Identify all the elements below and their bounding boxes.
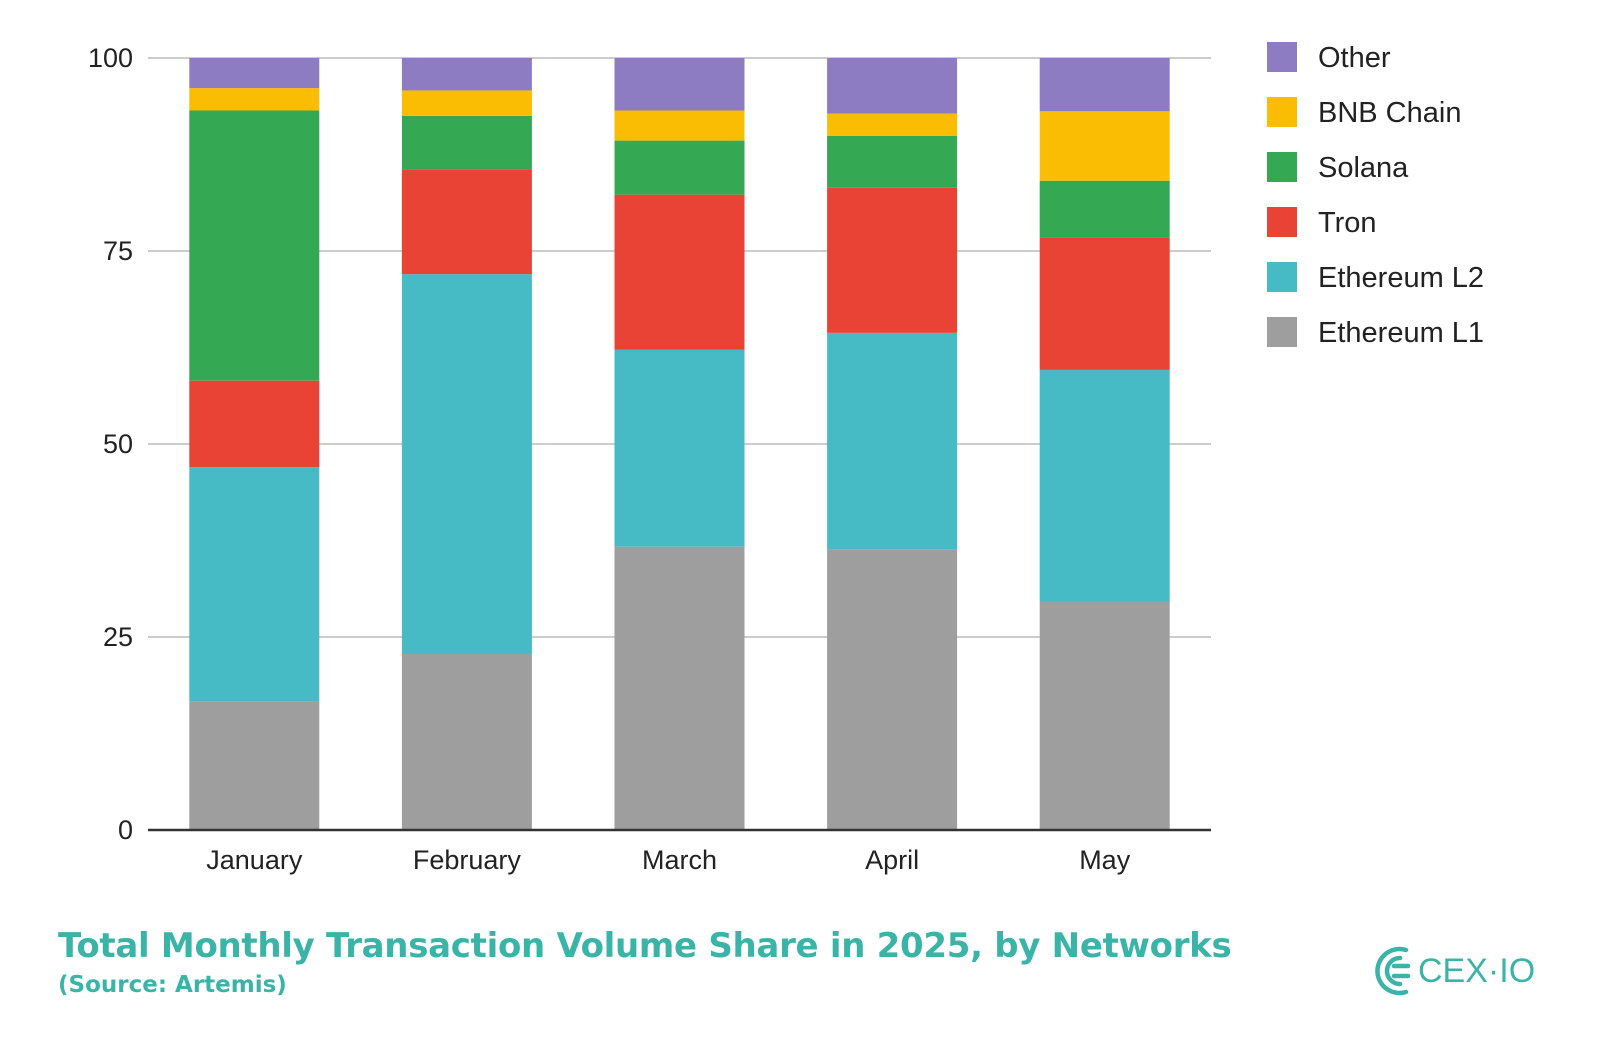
legend-label: Other — [1318, 42, 1391, 74]
bar-segment-other — [1039, 58, 1170, 112]
bar-segment-solana — [189, 110, 320, 381]
bar-segment-tron — [614, 194, 745, 350]
x-tick-label: May — [1079, 845, 1131, 875]
bar-segment-ethereum-l2 — [1039, 369, 1170, 602]
bar-segment-ethereum-l1 — [189, 701, 320, 830]
bar-segment-ethereum-l1 — [614, 546, 745, 830]
stacked-bar-chart: 0 25 50 75 100 January February March April May O… — [88, 42, 1484, 875]
legend-label: Tron — [1318, 207, 1377, 239]
legend-label: Ethereum L2 — [1318, 262, 1484, 294]
bar-segment-bnb-chain — [189, 88, 320, 111]
legend-swatch — [1267, 317, 1297, 347]
legend-label: Solana — [1318, 152, 1409, 184]
bar-segment-other — [189, 58, 320, 89]
bar-segment-ethereum-l1 — [401, 653, 532, 830]
logo-text-main: CEX — [1418, 952, 1488, 990]
y-tick-label: 0 — [118, 815, 133, 845]
bar-segment-tron — [189, 380, 320, 468]
bar-segment-bnb-chain — [401, 90, 532, 116]
legend-label: Ethereum L1 — [1318, 317, 1484, 349]
legend-swatch — [1267, 152, 1297, 182]
bar-segment-bnb-chain — [1039, 111, 1170, 181]
bar-segment-tron — [401, 169, 532, 275]
bar-segment-ethereum-l2 — [614, 349, 745, 547]
svg-text:CEX·IO: CEX·IO — [1418, 952, 1535, 990]
legend-swatch — [1267, 207, 1297, 237]
bars — [189, 58, 1170, 830]
x-tick-label: March — [642, 845, 717, 875]
bar-segment-ethereum-l1 — [1039, 601, 1170, 830]
bar-segment-ethereum-l1 — [827, 549, 958, 830]
bar-segment-ethereum-l2 — [827, 332, 958, 550]
bar-segment-solana — [827, 135, 958, 188]
bar-segment-bnb-chain — [827, 113, 958, 136]
x-tick-label: February — [413, 845, 522, 875]
bar-segment-tron — [1039, 237, 1170, 370]
bar-segment-solana — [401, 115, 532, 170]
bar-segment-tron — [827, 187, 958, 333]
chart-source: (Source: Artemis) — [58, 972, 287, 998]
y-tick-label: 75 — [103, 236, 133, 266]
y-tick-label: 25 — [103, 622, 133, 652]
bar-segment-ethereum-l2 — [189, 467, 320, 702]
x-tick-label: January — [206, 845, 303, 875]
legend-swatch — [1267, 97, 1297, 127]
bar-segment-solana — [1039, 180, 1170, 238]
y-tick-label: 50 — [103, 429, 133, 459]
chart-title: Total Monthly Transaction Volume Share i… — [58, 926, 1232, 966]
bar-segment-other — [614, 58, 745, 111]
legend-label: BNB Chain — [1318, 97, 1461, 129]
bar-segment-solana — [614, 140, 745, 195]
bar-segment-other — [401, 58, 532, 91]
cex-io-logo: CEX·IO — [1375, 946, 1535, 996]
logo-text-end: IO — [1499, 952, 1535, 990]
y-tick-label: 100 — [88, 43, 133, 73]
legend-swatch — [1267, 42, 1297, 72]
x-tick-label: April — [865, 845, 919, 875]
axes: 0 25 50 75 100 January February March April May — [88, 43, 1211, 875]
bar-segment-bnb-chain — [614, 110, 745, 141]
legend-swatch — [1267, 262, 1297, 292]
legend: Other BNB Chain Solana Tron Ethereum L2 Ether… — [1267, 42, 1484, 349]
bar-segment-other — [827, 58, 958, 114]
logo-text-dot: · — [1488, 952, 1499, 990]
bar-segment-ethereum-l2 — [401, 274, 532, 654]
